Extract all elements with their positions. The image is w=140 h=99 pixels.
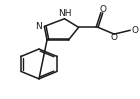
Text: NH: NH xyxy=(58,9,71,18)
Text: O: O xyxy=(131,26,138,35)
Text: O: O xyxy=(111,33,118,42)
Text: N: N xyxy=(35,22,42,31)
Text: O: O xyxy=(99,5,106,14)
